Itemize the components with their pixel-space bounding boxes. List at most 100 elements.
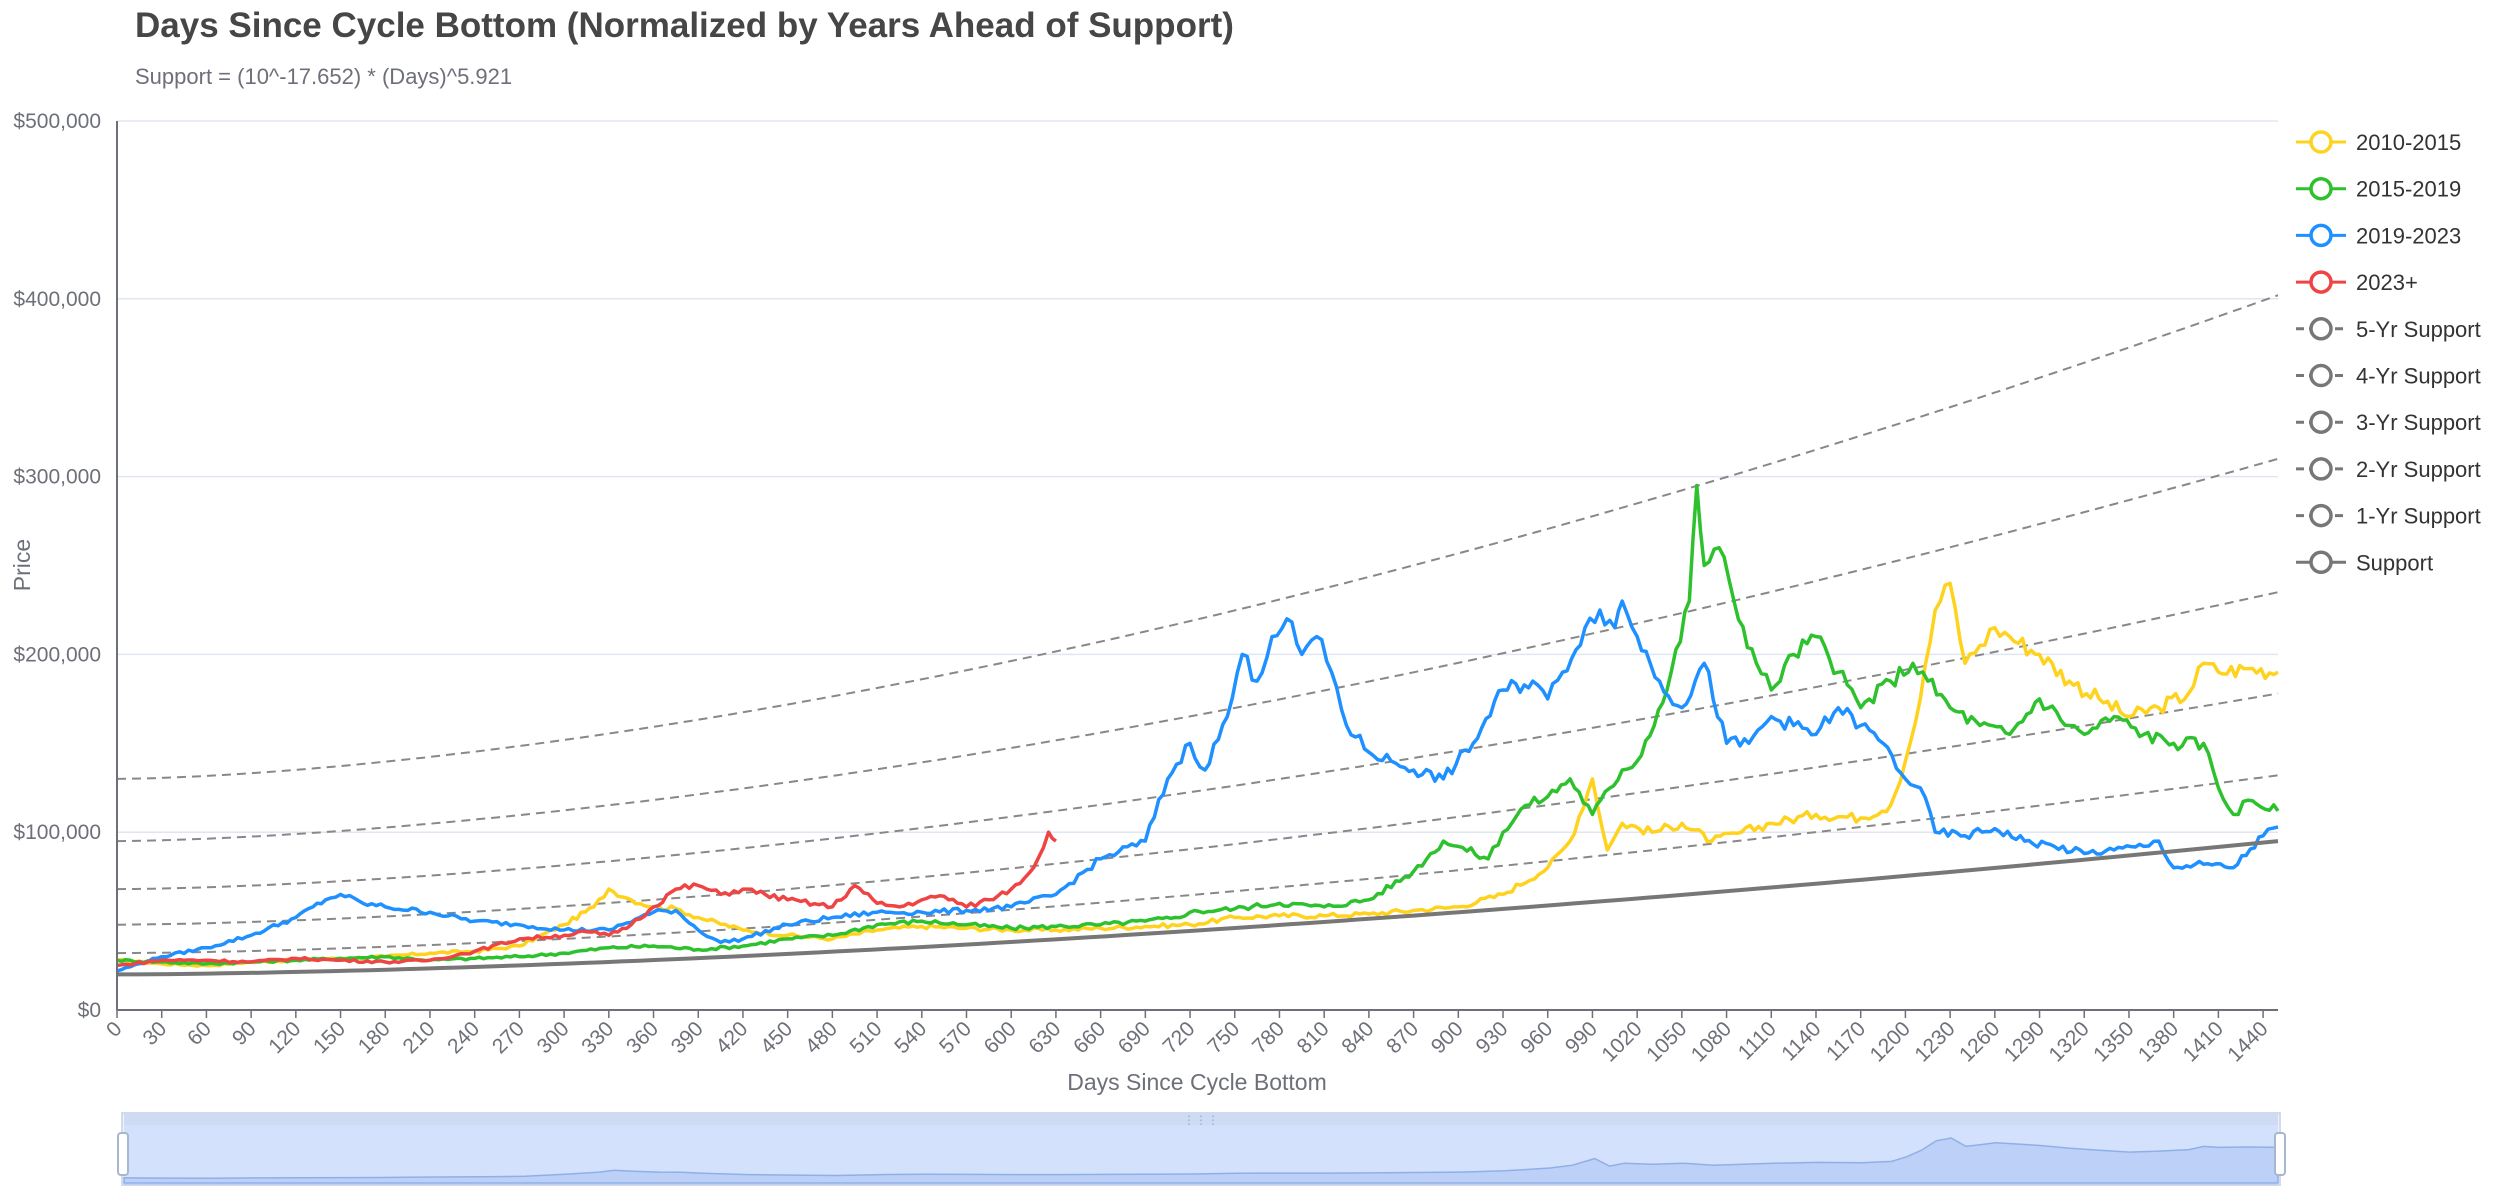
x-tick-label: 0 — [102, 1017, 127, 1042]
x-tick-label: 1410 — [2179, 1017, 2228, 1066]
series-line — [116, 830, 1057, 968]
support-band-line — [116, 457, 2279, 843]
x-tick-label: 840 — [1337, 1017, 1378, 1058]
x-tick-label: 510 — [846, 1017, 887, 1058]
x-tick-label: 780 — [1248, 1017, 1289, 1058]
zoom-top-bar[interactable] — [124, 1113, 2278, 1125]
x-axis-title: Days Since Cycle Bottom — [1067, 1069, 1326, 1095]
x-tick-label: 1170 — [1822, 1017, 1870, 1065]
x-tick-label: 1080 — [1687, 1017, 1736, 1066]
legend-label: Support — [2356, 550, 2433, 575]
legend-label: 2-Yr Support — [2356, 457, 2481, 482]
legend-circle-icon — [2309, 130, 2333, 154]
x-tick-label: 90 — [228, 1017, 261, 1050]
x-tick-label: 240 — [443, 1017, 484, 1058]
legend-circle-icon — [2309, 317, 2333, 341]
legend-item[interactable]: 1-Yr Support — [2296, 504, 2481, 529]
x-tick-label: 1140 — [1777, 1017, 1825, 1065]
support-band-line — [116, 774, 2279, 955]
zoom-handle-left[interactable] — [117, 1132, 129, 1176]
y-tick-label: $400,000 — [13, 288, 101, 311]
x-tick-label: 30 — [138, 1017, 171, 1050]
x-tick-label: 630 — [1024, 1017, 1065, 1058]
x-tick-label: 720 — [1159, 1017, 1200, 1058]
legend-circle-icon — [2309, 270, 2333, 294]
y-tick-label: $300,000 — [13, 466, 101, 489]
legend-label: 3-Yr Support — [2356, 410, 2481, 435]
x-tick-label: 540 — [890, 1017, 931, 1058]
y-axis-title: Price — [9, 539, 35, 591]
chart-subtitle: Support = (10^-17.652) * (Days)^5.921 — [135, 64, 513, 89]
y-tick-label: $0 — [78, 999, 101, 1022]
legend-item[interactable]: 5-Yr Support — [2296, 317, 2481, 342]
x-tick-label: 480 — [801, 1017, 842, 1058]
x-tick-label: 1020 — [1597, 1017, 1646, 1066]
x-tick-label: 930 — [1472, 1017, 1513, 1058]
series-line — [116, 581, 2279, 968]
x-tick-label: 960 — [1516, 1017, 1557, 1058]
legend-item[interactable]: 3-Yr Support — [2296, 410, 2481, 435]
x-tick-label: 420 — [711, 1017, 752, 1058]
x-tick-label: 360 — [622, 1017, 663, 1058]
support-band-line — [116, 591, 2279, 891]
x-tick-label: 570 — [935, 1017, 976, 1058]
support-band-line — [116, 294, 2279, 780]
x-tick-label: 120 — [264, 1017, 305, 1058]
legend-label: 1-Yr Support — [2356, 504, 2481, 529]
legend-circle-icon — [2309, 503, 2333, 528]
zoom-handle-right[interactable] — [2274, 1132, 2286, 1176]
x-tick-label: 1350 — [2089, 1017, 2138, 1066]
x-tick-label: 450 — [756, 1017, 797, 1058]
x-tick-label: 750 — [1203, 1017, 1244, 1058]
series-line — [116, 483, 2280, 966]
x-tick-label: 270 — [488, 1017, 529, 1058]
legend-circle-icon — [2309, 176, 2333, 201]
x-tick-label: 180 — [354, 1017, 395, 1058]
legend-item[interactable]: 2015-2019 — [2296, 177, 2461, 202]
x-tick-label: 330 — [577, 1017, 618, 1058]
x-tick-label: 1200 — [1866, 1017, 1915, 1066]
x-tick-label: 600 — [980, 1017, 1021, 1058]
legend-item[interactable]: 2010-2015 — [2296, 130, 2461, 155]
series-line — [116, 599, 2279, 973]
x-tick-label: 60 — [183, 1017, 216, 1050]
x-tick-label: 300 — [533, 1017, 574, 1058]
grid-lines — [117, 120, 2278, 833]
x-tick-label: 210 — [398, 1017, 439, 1058]
legend-label: 2023+ — [2356, 270, 2418, 295]
legend-label: 5-Yr Support — [2356, 317, 2481, 342]
y-axis-ticks: $0 $100,000 $200,000 $300,000 $400,000 $500,0… — [13, 110, 101, 1022]
zoom-grip-icon[interactable]: ⋮⋮⋮ — [1183, 1113, 1219, 1127]
legend-item[interactable]: 2-Yr Support — [2296, 457, 2481, 482]
x-tick-label: 1380 — [2134, 1017, 2183, 1066]
support-line — [117, 839, 2279, 977]
x-tick-label: 150 — [309, 1017, 350, 1058]
x-tick-label: 1320 — [2044, 1017, 2093, 1066]
x-tick-label: 810 — [1293, 1017, 1334, 1058]
legend-label: 2010-2015 — [2356, 130, 2461, 155]
support-bands — [116, 294, 2279, 955]
legend-label: 2015-2019 — [2356, 177, 2461, 202]
data-zoom-slider[interactable]: ⋮⋮⋮ — [117, 1112, 2286, 1186]
zoom-preview-line — [123, 1137, 2279, 1184]
x-tick-label: 1050 — [1642, 1017, 1691, 1066]
legend-item[interactable]: 2023+ — [2296, 270, 2418, 295]
legend-circle-icon — [2309, 550, 2333, 575]
support-band-line — [116, 692, 2279, 926]
legend-label: 2019-2023 — [2356, 223, 2461, 248]
legend-item[interactable]: Support — [2296, 550, 2433, 575]
x-tick-label: 1290 — [2000, 1017, 2049, 1066]
legend-item[interactable]: 4-Yr Support — [2296, 364, 2481, 389]
y-tick-label: $500,000 — [13, 110, 101, 133]
x-tick-label: 1260 — [1955, 1017, 2004, 1066]
legend: 2010-2015 2015-2019 2019-2023 2023+ 5-Yr Sup… — [2296, 130, 2481, 575]
x-tick-label: 390 — [667, 1017, 708, 1058]
x-tick-label: 1110 — [1734, 1017, 1781, 1064]
legend-circle-icon — [2309, 457, 2333, 481]
x-tick-label: 1440 — [2223, 1017, 2272, 1066]
y-tick-label: $100,000 — [13, 821, 101, 844]
price-series — [116, 483, 2280, 977]
legend-item[interactable]: 2019-2023 — [2296, 223, 2461, 248]
y-tick-label: $200,000 — [13, 643, 101, 666]
